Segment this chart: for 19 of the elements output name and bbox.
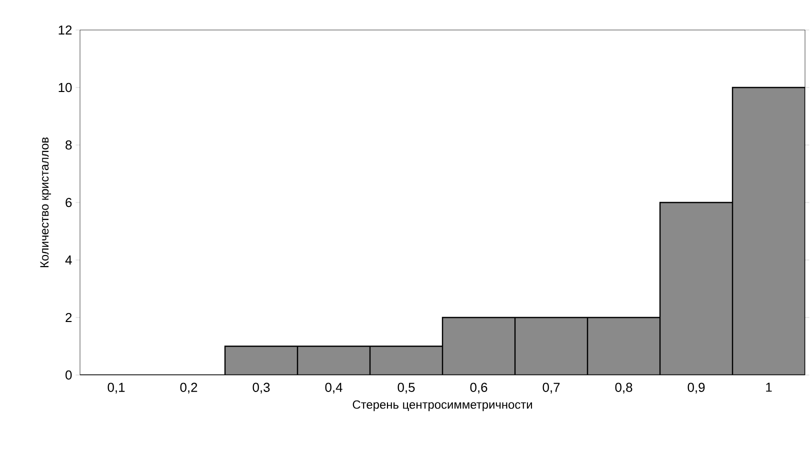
x-tick-label: 0,2: [180, 382, 198, 394]
y-tick-label: 10: [58, 82, 72, 92]
x-tick-label: 0,6: [470, 382, 488, 394]
y-tick-label: 8: [66, 140, 72, 150]
x-tick-label: 1: [766, 382, 772, 392]
x-axis-title: Стерень центросимметричности: [352, 400, 532, 412]
y-tick-label: 4: [65, 256, 72, 264]
x-tick-label: 0,1: [108, 382, 125, 394]
x-tick-label: 0,5: [398, 382, 415, 394]
x-tick-label: 0,9: [688, 382, 705, 394]
x-tick-label: 0,4: [325, 382, 342, 394]
x-tick-label: 0,8: [615, 382, 632, 394]
y-axis-title: Количество кристаллов: [40, 137, 51, 268]
y-tick-label: 2: [66, 312, 72, 322]
x-tick-label: 0,3: [252, 382, 270, 394]
x-tick-label: 0,7: [542, 382, 560, 394]
y-tick-label: 12: [58, 25, 72, 35]
y-tick-label: 6: [66, 198, 72, 208]
y-tick-label: 0: [66, 370, 72, 380]
